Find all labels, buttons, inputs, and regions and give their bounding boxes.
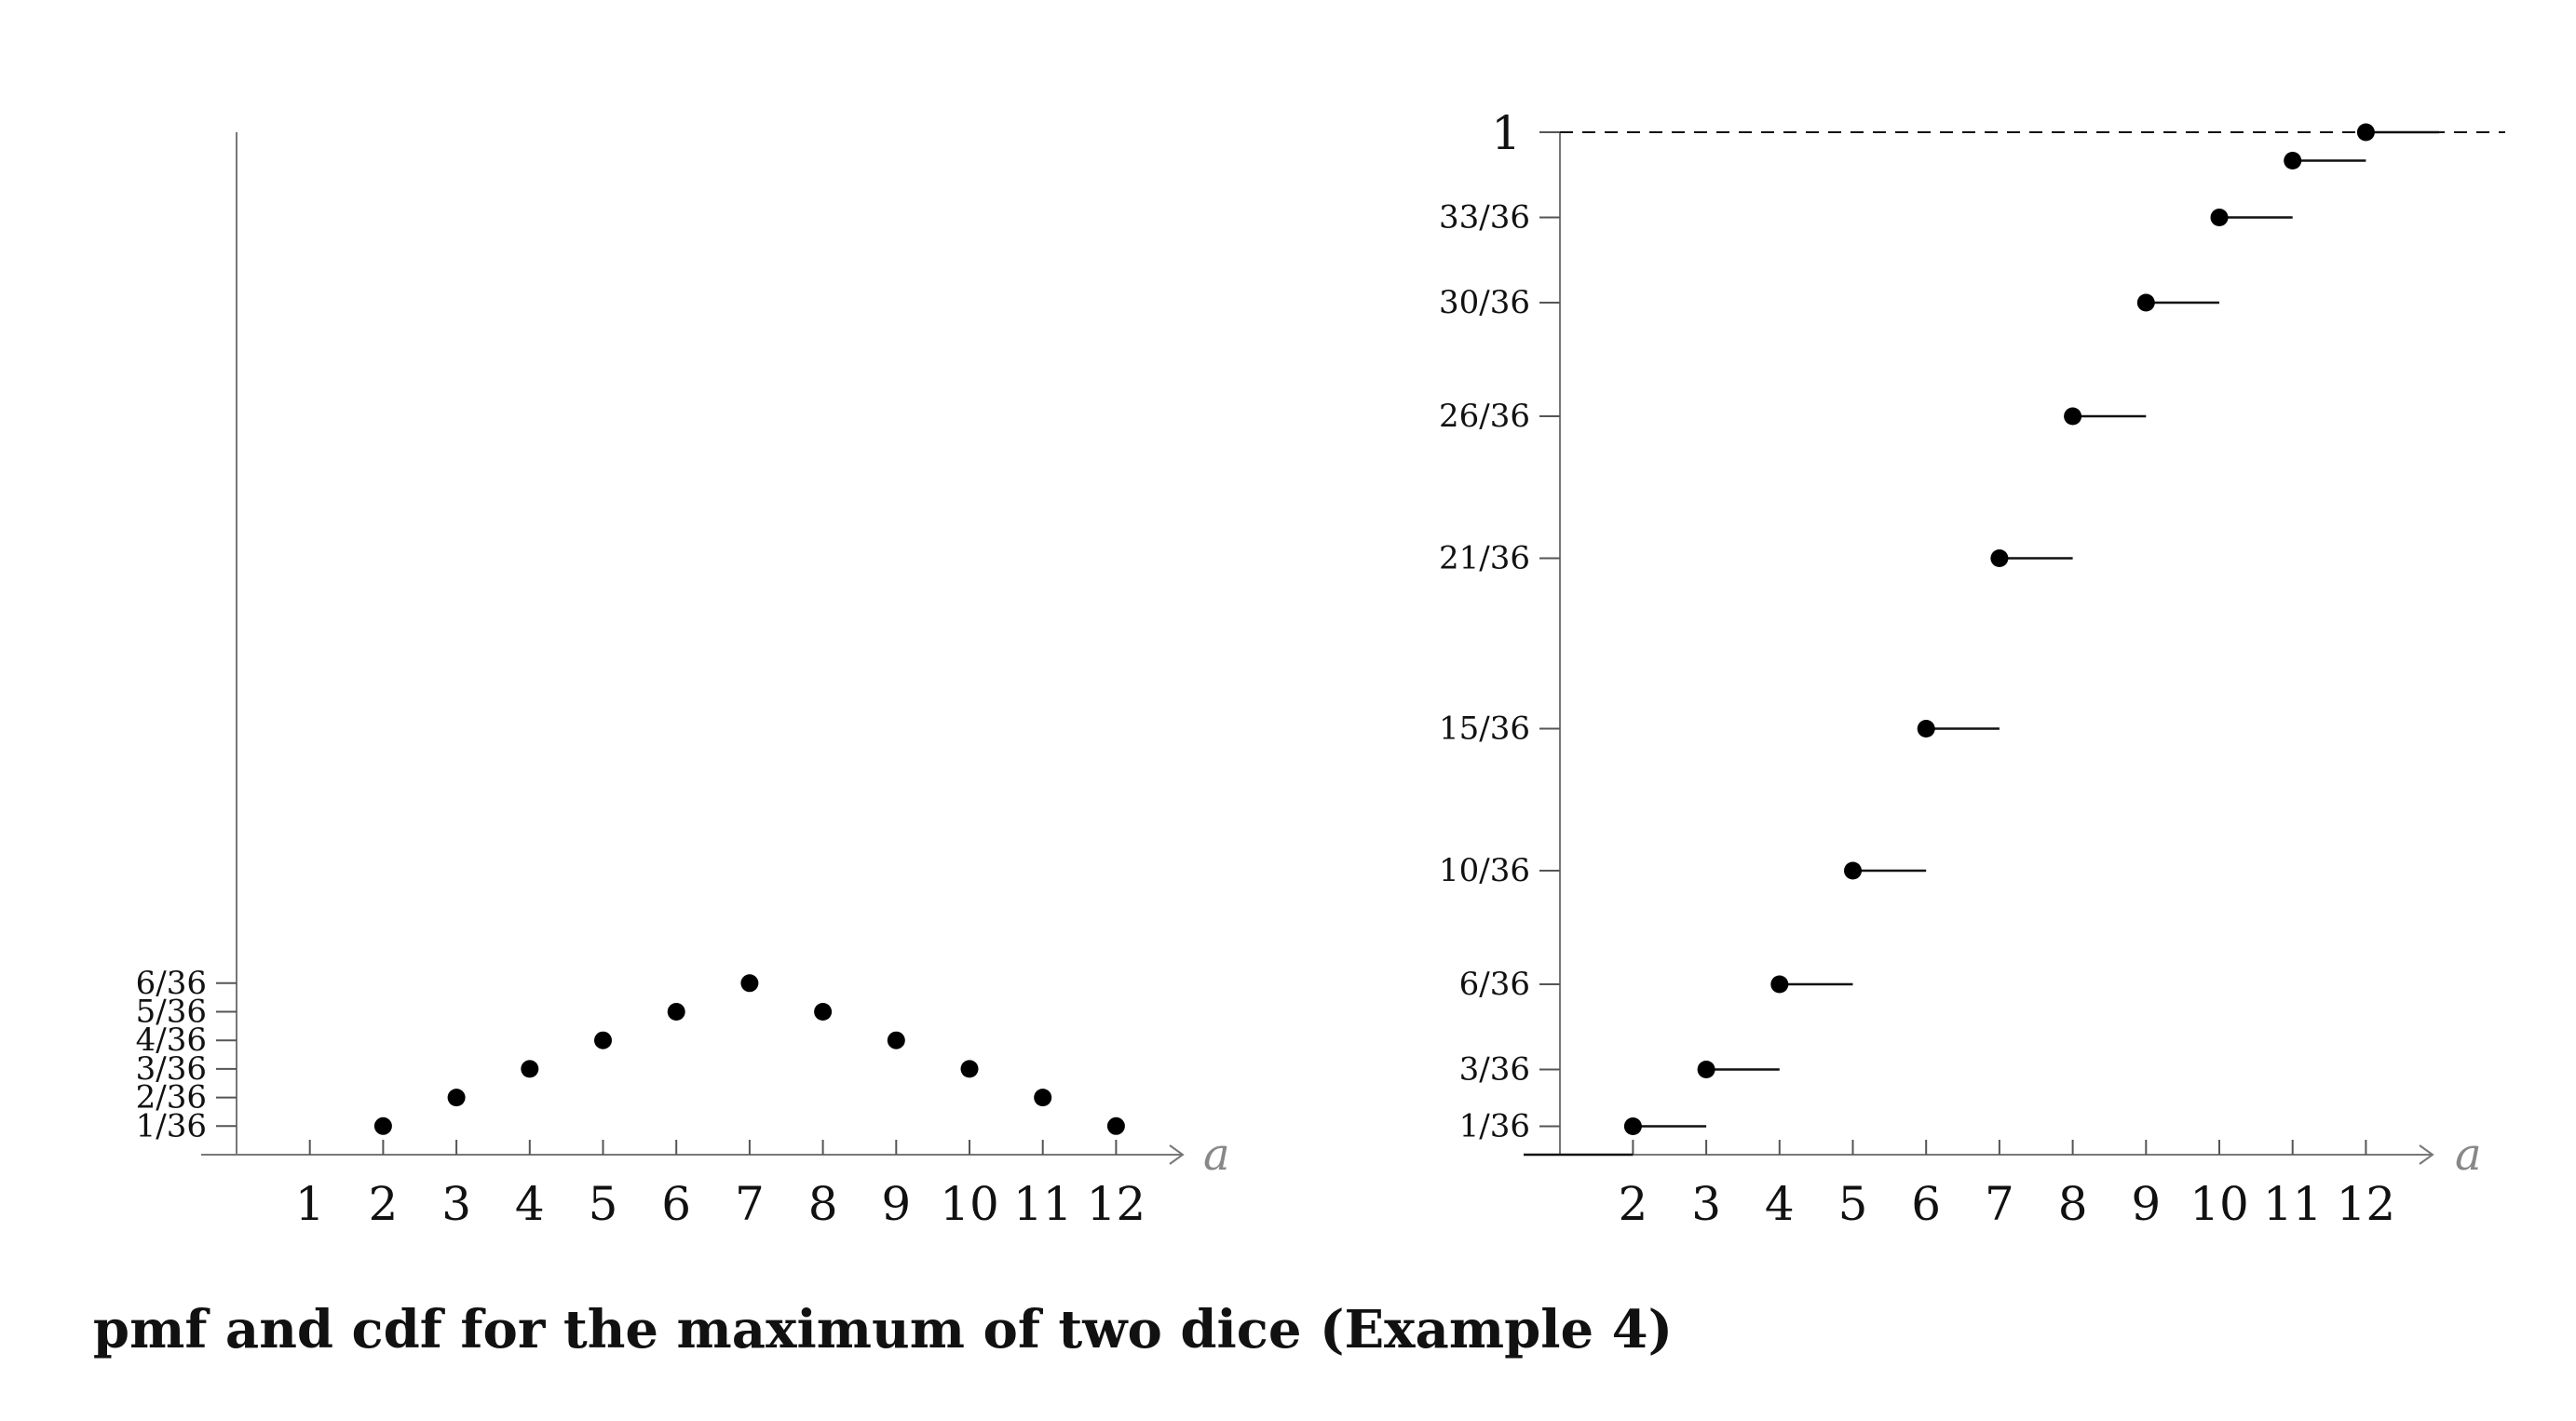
y-tick-label: 4/36	[136, 1022, 207, 1059]
x-axis-label: a	[1203, 1129, 1230, 1181]
y-tick-label: 3/36	[136, 1050, 207, 1088]
y-tick-label: 5/36	[136, 994, 207, 1031]
x-tick-label: 12	[2337, 1177, 2396, 1231]
x-tick-label: 2	[1618, 1177, 1647, 1231]
y-tick-label: 10/36	[1439, 852, 1530, 889]
y-tick-label: 1/36	[1459, 1108, 1530, 1145]
pmf-point	[594, 1031, 612, 1049]
x-tick-label: 4	[515, 1177, 545, 1231]
cdf-point	[2064, 407, 2082, 426]
pmf-point	[740, 974, 759, 993]
y-tick-label: 21/36	[1439, 540, 1530, 577]
cdf-chart: a 2 3 4 5 6 7 8 9 10 11 12 1/36 3/36 6/36 10/36 15/36 21/…	[1439, 106, 2505, 1231]
x-tick-label: 6	[661, 1177, 691, 1231]
y-tick-label: 15/36	[1439, 710, 1530, 748]
x-tick-label: 11	[2263, 1177, 2323, 1231]
y-tick-label: 1/36	[136, 1107, 207, 1144]
pmf-point	[960, 1060, 979, 1078]
x-tick-label: 8	[2058, 1177, 2088, 1231]
y-tick-label: 6/36	[136, 965, 207, 1002]
x-tick-label: 5	[1838, 1177, 1868, 1231]
cdf-point	[2284, 152, 2302, 169]
pmf-point	[887, 1031, 905, 1049]
pmf-point	[667, 1003, 685, 1021]
y-tick-label: 33/36	[1439, 199, 1530, 237]
x-tick-label: 3	[1691, 1177, 1721, 1231]
x-tick-label: 9	[881, 1177, 911, 1231]
cdf-point	[1917, 720, 1935, 738]
cdf-point	[2356, 123, 2375, 142]
y-tick-label: 26/36	[1439, 398, 1530, 435]
figure-caption: pmf and cdf for the maximum of two dice …	[0, 1299, 2576, 1360]
x-tick-label: 9	[2131, 1177, 2161, 1231]
x-tick-label: 10	[940, 1177, 999, 1231]
x-tick-label: 7	[1985, 1177, 2014, 1231]
x-axis-arrowhead	[2419, 1144, 2434, 1165]
y-tick-label: 3/36	[1459, 1051, 1530, 1089]
x-axis-label: a	[2455, 1129, 2482, 1181]
x-tick-label: 5	[589, 1177, 618, 1231]
pmf-point	[1034, 1089, 1052, 1107]
x-tick-label: 6	[1911, 1177, 1941, 1231]
pmf-point	[447, 1089, 466, 1107]
pmf-point	[373, 1116, 392, 1135]
x-tick-label: 7	[735, 1177, 765, 1231]
y-tick-label: 1	[1491, 106, 1521, 160]
y-tick-label: 2/36	[136, 1079, 207, 1116]
cdf-point	[1697, 1061, 1715, 1078]
x-tick-label: 4	[1765, 1177, 1795, 1231]
cdf-point	[1623, 1117, 1642, 1135]
x-axis-arrowhead	[1169, 1144, 1185, 1165]
cdf-point	[2136, 293, 2155, 312]
y-tick-label: 6/36	[1459, 966, 1530, 1003]
x-tick-label: 12	[1087, 1177, 1146, 1231]
x-tick-label: 11	[1013, 1177, 1073, 1231]
x-tick-label: 10	[2190, 1177, 2249, 1231]
pmf-chart: a1 2 3 4 5 6 7 8 9 10 11 121/362/363/364/365/366/36	[136, 132, 1230, 1231]
cdf-point	[1990, 549, 2009, 567]
cdf-point	[1844, 861, 1862, 880]
caption-text: pmf and cdf for the maximum of two dice …	[92, 1299, 1674, 1360]
x-tick-label: 1	[295, 1177, 325, 1231]
pmf-point	[521, 1060, 539, 1078]
cdf-point	[2210, 209, 2229, 226]
x-tick-label: 3	[441, 1177, 471, 1231]
x-tick-label: 8	[808, 1177, 838, 1231]
pmf-point	[1106, 1116, 1125, 1135]
cdf-point	[1770, 975, 1789, 994]
x-tick-label: 2	[368, 1177, 398, 1231]
pmf-point	[814, 1003, 833, 1021]
y-tick-label: 30/36	[1439, 284, 1530, 321]
